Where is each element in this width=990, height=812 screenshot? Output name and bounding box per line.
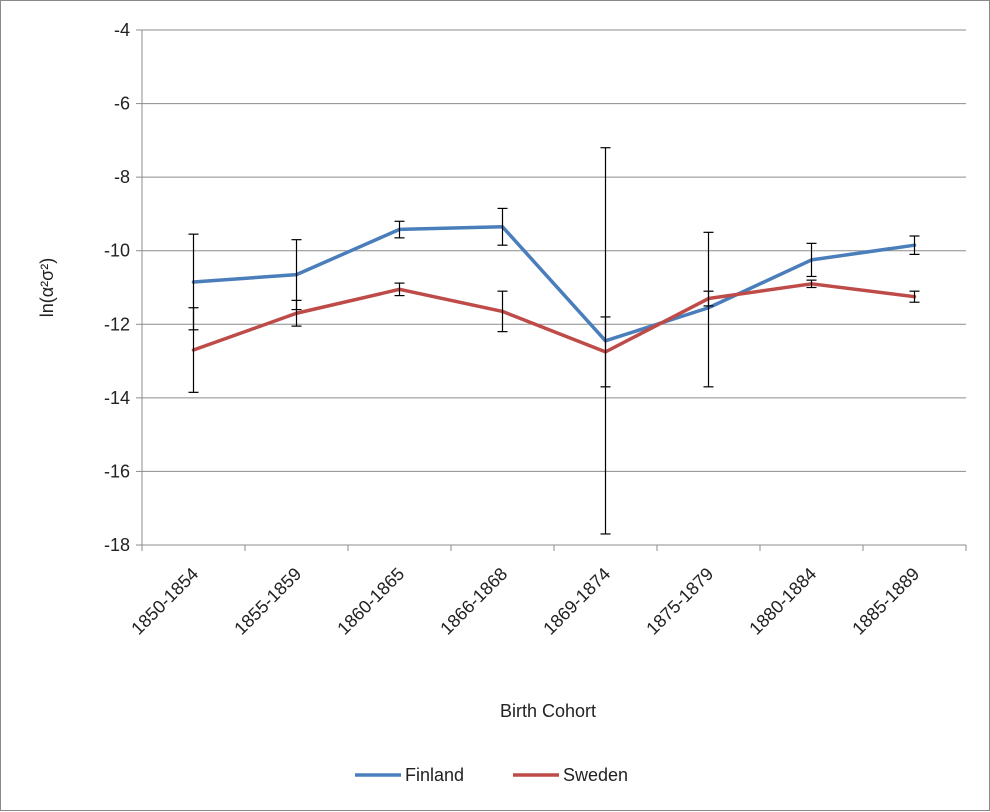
x-axis-ticks: 1850-1854 1855-1859 1860-1865 1866-1868 1869… — [127, 545, 967, 639]
error-bar — [806, 279, 817, 289]
series-line-sweden — [191, 282, 917, 354]
y-tick-label: -16 — [104, 461, 130, 481]
x-tick-label: 1880-1884 — [745, 564, 820, 639]
x-axis-title: Birth Cohort — [500, 701, 596, 721]
legend-item-finland: Finland — [355, 765, 464, 785]
error-bar — [497, 207, 508, 246]
legend-label: Sweden — [563, 765, 628, 785]
x-tick-label: 1885-1889 — [848, 564, 923, 639]
y-tick-label: -12 — [104, 314, 130, 334]
error-bar — [909, 235, 920, 255]
series-line-finland — [191, 225, 917, 343]
series-layer — [188, 147, 920, 535]
y-tick-label: -8 — [114, 167, 130, 187]
y-axis-ticks: -4 -6 -8 -10 -12 -14 -16 -18 — [104, 20, 142, 555]
error-bar — [291, 299, 302, 327]
error-bar — [394, 282, 405, 297]
x-tick-label: 1869-1874 — [539, 564, 614, 639]
y-tick-label: -4 — [114, 20, 130, 40]
x-tick-label: 1850-1854 — [127, 564, 202, 639]
y-tick-label: -14 — [104, 388, 130, 408]
error-bar — [497, 290, 508, 333]
y-tick-label: -6 — [114, 94, 130, 114]
legend-label: Finland — [405, 765, 464, 785]
legend-item-sweden: Sweden — [513, 765, 628, 785]
error-bar — [600, 316, 611, 388]
y-tick-label: -18 — [104, 535, 130, 555]
x-tick-label: 1855-1859 — [230, 564, 305, 639]
error-bar — [703, 290, 714, 307]
error-bar — [909, 290, 920, 303]
error-bar — [703, 231, 714, 388]
series-sweden — [188, 279, 920, 393]
x-tick-label: 1875-1879 — [642, 564, 717, 639]
y-axis-title: ln(α²σ²) — [37, 258, 57, 318]
gridlines — [142, 29, 966, 472]
error-bar — [188, 307, 199, 393]
y-tick-label: -10 — [104, 241, 130, 261]
error-bar — [394, 220, 405, 239]
x-tick-label: 1866-1868 — [436, 564, 511, 639]
x-tick-label: 1860-1865 — [333, 564, 408, 639]
error-bar — [806, 242, 817, 278]
legend: Finland Sweden — [355, 765, 628, 785]
series-finland — [188, 147, 920, 535]
